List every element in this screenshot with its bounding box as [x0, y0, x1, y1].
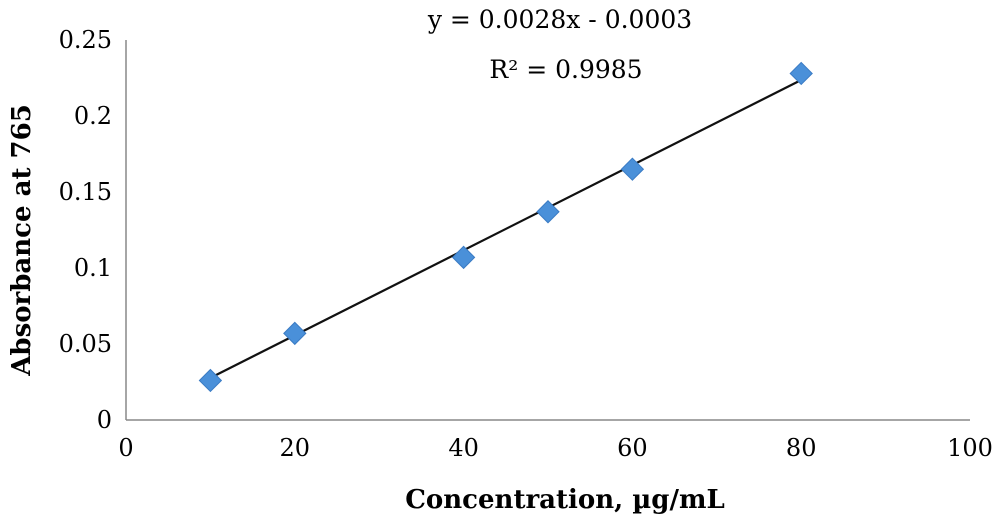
r-squared-label: R² = 0.9985: [489, 55, 642, 84]
trendline-equation: y = 0.0028x - 0.0003: [427, 5, 692, 34]
y-tick-label: 0.2: [74, 102, 112, 130]
y-axis-title: Absorbance at 765: [7, 104, 37, 377]
y-tick-labels: 0 0.05 0.1 0.15 0.2 0.25: [59, 26, 112, 434]
data-point: [536, 200, 560, 224]
y-tick-label: 0.15: [59, 178, 112, 206]
y-tick-label: 0: [97, 406, 112, 434]
data-point: [451, 245, 476, 270]
axes: [125, 40, 970, 421]
data-point: [789, 61, 813, 86]
trendline-path: [209, 78, 802, 379]
x-tick-label: 0: [118, 434, 133, 462]
data-point: [198, 368, 223, 393]
y-tick-label: 0.25: [59, 26, 112, 54]
data-point: [620, 157, 645, 181]
x-axis-title: Concentration, µg/mL: [405, 485, 725, 515]
x-tick-label: 100: [947, 434, 993, 462]
x-tick-labels: 0 20 40 60 80 100: [118, 434, 993, 462]
x-tick-label: 40: [448, 434, 479, 462]
data-point: [283, 321, 307, 346]
trendline: [209, 78, 802, 379]
x-tick-label: 20: [280, 434, 311, 462]
x-tick-label: 80: [786, 434, 817, 462]
x-tick-label: 60: [617, 434, 648, 462]
y-tick-label: 0.1: [74, 254, 112, 282]
data-points: [198, 61, 813, 393]
y-tick-label: 0.05: [59, 330, 112, 358]
